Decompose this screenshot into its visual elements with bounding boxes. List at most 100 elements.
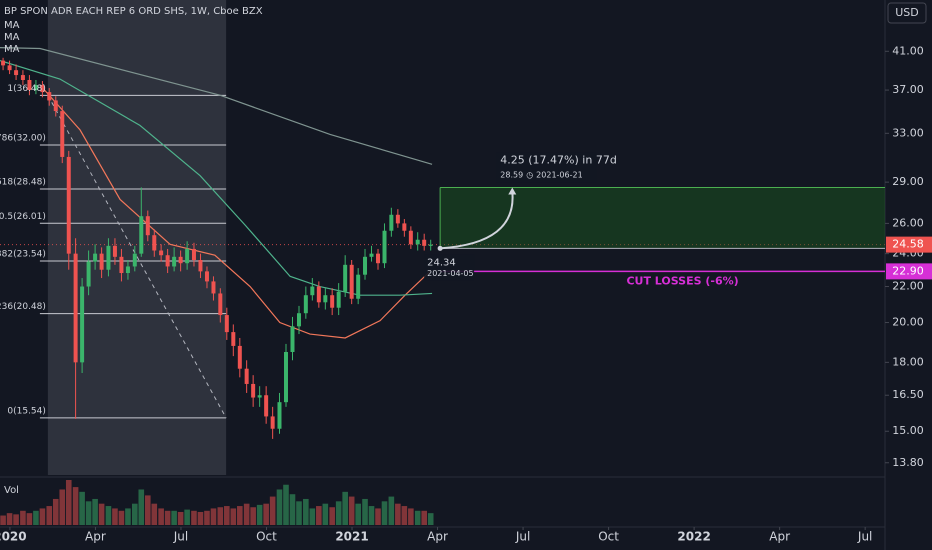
candle-body	[330, 295, 335, 308]
volume-bar	[191, 510, 197, 525]
candle-body	[47, 92, 52, 101]
currency[interactable]: USD	[895, 6, 919, 19]
candle-body	[428, 244, 433, 246]
volume-bar	[237, 506, 243, 525]
fib-label: 1(36.48)	[7, 84, 46, 94]
moving-average	[39, 84, 431, 339]
candle-body	[224, 315, 229, 333]
volume-bar	[388, 496, 395, 525]
y-tick-label: 37.00	[892, 83, 924, 96]
candle-body	[145, 216, 150, 236]
candle-body	[33, 85, 38, 91]
candle-body	[382, 230, 387, 264]
y-tick-label: 22.00	[892, 280, 924, 293]
candle-body	[172, 256, 177, 267]
volume-bar	[26, 513, 33, 525]
volume-bar	[217, 507, 224, 525]
fib-label: 0.382(23.54)	[0, 249, 46, 259]
fib-zone	[47, 0, 227, 475]
stop-text: CUT LOSSES (-6%)	[626, 274, 738, 287]
plot	[0, 0, 885, 525]
candle-body	[119, 256, 124, 274]
entry-price: 24.34	[427, 257, 456, 268]
volume-bar	[322, 503, 329, 525]
volume-bar	[151, 503, 158, 525]
clock-icon: ◷	[526, 170, 533, 179]
volume-bar	[164, 510, 171, 525]
y-tick-label: 26.00	[892, 216, 924, 229]
x-tick-label: 2020	[0, 530, 27, 544]
volume-bar	[65, 480, 72, 525]
candle-body	[349, 264, 354, 299]
volume-bar	[118, 510, 125, 525]
x-tick-label: Jul	[173, 530, 188, 544]
volume-bar	[375, 508, 381, 525]
volume-bar	[368, 506, 375, 525]
moving-average	[0, 47, 433, 165]
candle-body	[303, 295, 308, 314]
currency-button[interactable]	[887, 2, 927, 24]
summary-box	[496, 152, 597, 183]
candle-body	[402, 223, 407, 231]
price-badge	[886, 263, 932, 280]
candle-body	[244, 368, 249, 384]
candle-body	[369, 253, 374, 257]
volume-bar	[144, 495, 151, 525]
candle-body	[191, 248, 196, 260]
candle-body	[283, 351, 288, 403]
x-tick-label: Jul	[515, 530, 530, 544]
volume-bar	[20, 510, 26, 525]
target-label: 28.59 ◷ 2021-06-21	[500, 170, 582, 179]
candle-body	[422, 239, 427, 246]
volume-bar	[39, 508, 46, 525]
volume-bar	[296, 501, 302, 525]
volume-bar	[250, 507, 256, 525]
volume-bar	[92, 498, 98, 525]
volume-bar	[427, 513, 434, 525]
volume-bar	[105, 506, 112, 525]
volume-bar	[316, 506, 322, 525]
volume-bar	[289, 494, 296, 525]
candle-body	[27, 79, 32, 91]
volume-bar	[79, 491, 85, 525]
candle-body	[218, 293, 223, 316]
candle-body	[343, 264, 348, 292]
volume-bar	[197, 511, 204, 525]
y-tick-label: 13.80	[892, 456, 924, 469]
volume-bar	[13, 514, 19, 525]
entry-dot	[437, 245, 443, 251]
candle-body	[14, 70, 19, 76]
fib-label: 0.786(32.00)	[0, 133, 46, 143]
candle-body	[363, 256, 368, 275]
candle-body	[251, 383, 256, 398]
volume-bar	[184, 509, 190, 525]
candle-body	[159, 250, 164, 256]
candle-body	[257, 395, 262, 398]
candle-body	[53, 100, 58, 112]
candle-body	[264, 395, 269, 417]
volume-bar	[177, 511, 184, 525]
summary: 4.25 (17.47%) in 77d	[500, 154, 617, 167]
y-tick-label: 20.00	[892, 316, 924, 329]
ma-legend: MA	[4, 44, 20, 55]
profit-zone	[440, 187, 885, 249]
volume-bar	[309, 508, 316, 525]
candle-body	[415, 239, 420, 245]
candle-body	[139, 216, 144, 254]
fib-label: 0.5(26.01)	[0, 212, 46, 222]
target-price: 28.59	[500, 170, 523, 179]
candle-body	[93, 253, 98, 262]
x-tick-label: Apr	[427, 530, 448, 544]
volume-bar	[256, 504, 263, 525]
volume-bar	[59, 489, 66, 525]
candle-body	[237, 345, 242, 369]
candle-body	[336, 291, 341, 308]
volume-bar	[342, 491, 348, 525]
candle-body	[1, 60, 6, 66]
candle-body	[132, 253, 137, 267]
price-badge	[886, 236, 932, 253]
volume-bar	[263, 503, 269, 525]
candle-body	[112, 245, 117, 257]
volume-bar	[401, 506, 408, 525]
volume-bar	[98, 503, 105, 525]
